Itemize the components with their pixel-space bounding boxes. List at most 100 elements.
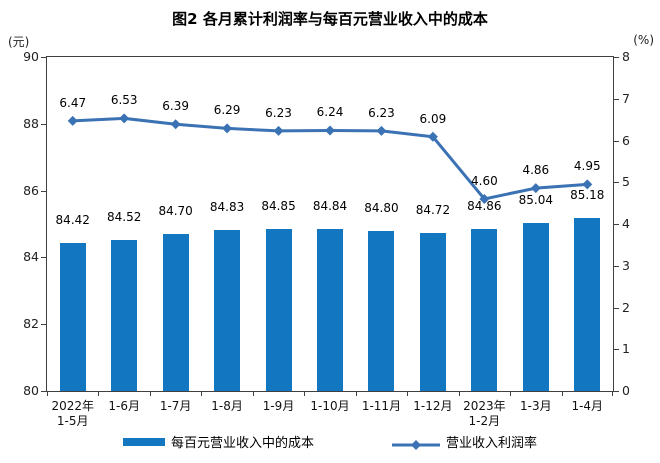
bar [368,230,395,391]
left-axis-tick-label: 84 [23,249,39,265]
bar-value-label: 84.84 [312,199,348,214]
bar [162,234,189,391]
chart-title: 图2 各月累计利润率与每百元营业收入中的成本 [172,10,488,28]
bar [522,222,549,391]
x-axis-tickmark [561,391,563,396]
bar [574,217,601,391]
left-axis-tick-label: 88 [23,115,39,131]
line-value-label: 6.23 [368,105,395,120]
chart-legend: 每百元营业收入中的成本 营业收入利润率 [0,432,660,451]
legend-label-cost: 每百元营业收入中的成本 [170,436,314,451]
line-marker-diamond [222,123,233,134]
line-marker-diamond [582,179,593,190]
x-axis-tickmark [510,391,512,396]
line-value-label: 6.24 [316,105,344,120]
x-axis-category-label: 1-9月 [262,399,295,413]
x-axis-tickmark [458,391,460,396]
x-axis-tickmark [355,391,357,396]
x-axis-category-label: 1-6月 [108,399,140,413]
bar [419,233,446,391]
right-axis-unit: (%) [633,33,654,47]
x-axis-category-label: 1-8月 [211,399,243,413]
right-axis-tickmark [613,391,619,392]
x-axis-tickmark [612,391,613,396]
x-axis-category-label: 1-12月 [413,399,453,413]
right-axis-tickmark [613,307,619,309]
line-marker-diamond [67,115,78,126]
right-axis-tick-label: 3 [622,257,630,273]
bar-value-label: 84.86 [467,198,502,213]
left-axis-tick-label: 80 [23,383,39,398]
line-marker-diamond [325,125,335,136]
left-axis-tickmark [41,391,47,392]
right-axis-tick-label: 1 [622,341,630,357]
bar [214,229,241,391]
bar-value-label: 84.85 [261,199,296,213]
right-axis-tickmark [613,140,619,142]
bar-value-label: 84.52 [106,210,142,225]
x-axis-category-label: 1-7月 [159,399,192,413]
bar [317,229,343,391]
x-axis-category-label: 2023年 1-2月 [463,399,506,428]
left-axis-tickmark [41,123,47,125]
line-marker-diamond [273,125,284,136]
left-axis-tickmark [41,324,47,326]
right-axis-tickmark [613,265,619,267]
left-axis-tick-label: 82 [23,316,39,332]
line-series-swatch [392,436,440,450]
legend-item-profit-rate: 营业收入利润率 [392,432,537,451]
right-axis-tick-label: 4 [622,216,630,231]
right-axis-tick-label: 5 [622,174,630,190]
line-value-label: 4.95 [573,159,601,174]
x-axis-tickmark [98,391,100,396]
x-axis-tickmark [47,391,48,396]
right-axis-tick-label: 0 [622,383,630,398]
x-axis-tickmark [149,391,151,396]
right-axis-tick-label: 7 [622,90,630,106]
line-marker-diamond [170,119,181,130]
left-axis-tick-label: 86 [23,182,39,198]
line-swatch-graphic [392,439,440,450]
left-axis-tick-label: 90 [23,49,39,64]
left-axis-tickmark [41,257,47,259]
x-axis-category-label: 1-11月 [361,399,402,413]
bar [265,229,292,391]
x-axis-tickmark [407,391,409,396]
line-marker-diamond [530,183,541,194]
bar [59,243,86,391]
line-marker-diamond [479,193,490,204]
bar-value-label: 85.18 [570,187,605,202]
bar [471,228,498,391]
x-axis-category-label: 1-4月 [571,399,604,413]
bar-value-label: 84.83 [209,199,245,214]
legend-item-cost: 每百元营业收入中的成本 [122,432,314,451]
x-axis-tickmark [304,391,306,396]
bar [111,240,138,391]
right-axis-tickmark [613,224,619,225]
right-axis-tick-label: 2 [622,299,630,315]
legend-label-profit-rate: 营业收入利润率 [446,436,538,451]
x-axis-category-label: 2022年 1-5月 [51,399,94,428]
right-axis-tickmark [613,57,619,58]
line-marker-diamond [376,125,387,136]
bar-value-label: 84.72 [415,203,451,218]
line-value-label: 4.60 [471,173,498,188]
right-axis-tick-label: 6 [622,132,630,148]
bar-value-label: 85.04 [518,192,553,207]
bar-value-label: 84.42 [55,213,90,228]
x-axis-category-label: 1-3月 [520,399,552,413]
left-axis-unit: (元) [8,35,30,49]
bar-value-label: 84.70 [158,204,193,219]
right-axis-tickmark [613,349,619,351]
profit-rate-line [67,113,593,204]
line-value-label: 6.47 [59,95,87,110]
line-value-label: 4.86 [522,163,550,178]
right-axis-tickmark [613,98,619,100]
x-axis-tickmark [201,391,203,396]
line-value-label: 6.09 [419,111,447,126]
line-marker-diamond [119,113,130,124]
line-value-label: 6.39 [162,99,189,114]
line-marker-diamond [427,131,438,142]
bar-series-swatch [122,437,165,446]
left-axis-tickmark [41,190,47,192]
